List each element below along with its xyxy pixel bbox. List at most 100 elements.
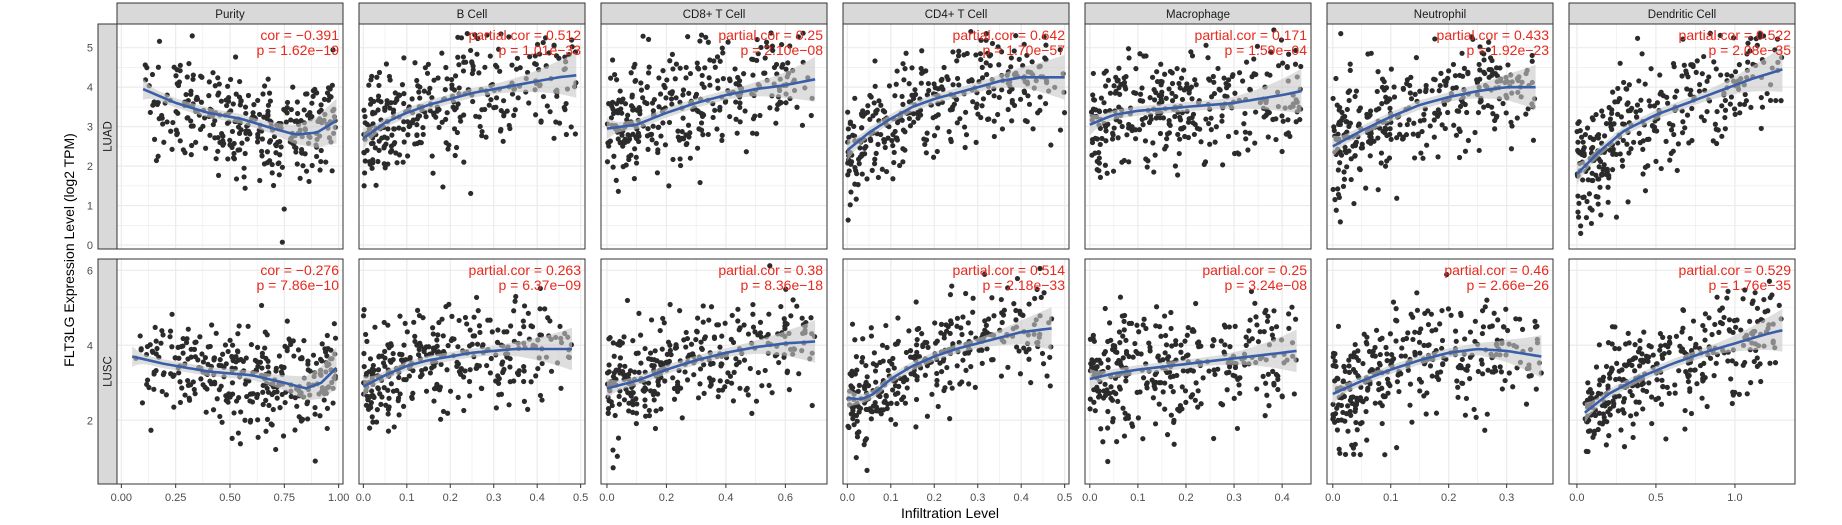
scatter-point <box>626 408 632 414</box>
scatter-point <box>217 357 223 363</box>
scatter-point <box>1408 96 1415 102</box>
scatter-point <box>447 388 454 394</box>
scatter-point <box>719 137 725 143</box>
scatter-point <box>1235 376 1241 382</box>
scatter-point <box>892 421 899 427</box>
scatter-point <box>369 73 375 79</box>
scatter-point <box>1232 364 1239 371</box>
scatter-point <box>180 335 186 342</box>
scatter-point <box>1664 384 1670 390</box>
scatter-point <box>260 91 266 97</box>
scatter-point <box>430 331 436 337</box>
scatter-point <box>1252 140 1258 146</box>
scatter-point <box>521 378 527 385</box>
scatter-point <box>239 140 245 146</box>
scatter-point <box>886 83 893 89</box>
scatter-point <box>774 106 780 112</box>
scatter-point <box>1674 88 1680 94</box>
scatter-point <box>310 93 316 99</box>
scatter-point <box>1591 136 1597 143</box>
scatter-point <box>1679 130 1686 136</box>
scatter-point <box>1494 73 1500 79</box>
scatter-point <box>1166 117 1172 124</box>
scatter-point <box>538 119 544 125</box>
scatter-point <box>741 71 747 77</box>
scatter-point <box>1178 75 1185 81</box>
scatter-point <box>966 78 972 84</box>
scatter-point <box>677 308 683 314</box>
scatter-point <box>1687 367 1694 373</box>
scatter-point <box>1190 120 1196 126</box>
scatter-point <box>707 57 713 63</box>
scatter-point <box>1391 94 1398 100</box>
scatter-point <box>1469 34 1475 40</box>
scatter-point <box>770 47 776 54</box>
scatter-point <box>1620 137 1626 144</box>
scatter-point <box>934 148 940 155</box>
scatter-point <box>1627 388 1633 395</box>
scatter-point <box>444 410 451 416</box>
scatter-point <box>1368 140 1374 146</box>
scatter-point <box>1129 423 1136 429</box>
scatter-point <box>674 379 681 385</box>
scatter-point <box>1689 62 1695 68</box>
scatter-point <box>754 57 760 64</box>
scatter-point <box>1163 95 1169 101</box>
scatter-point <box>768 30 774 36</box>
scatter-point <box>1711 373 1717 379</box>
scatter-point <box>288 106 294 113</box>
scatter-point <box>483 134 489 140</box>
scatter-point <box>1461 65 1467 71</box>
scatter-point <box>324 405 331 411</box>
scatter-point <box>1702 311 1708 317</box>
scatter-point <box>1687 386 1693 392</box>
row-strip-label: LUSC <box>103 356 115 387</box>
scatter-point <box>512 298 518 304</box>
scatter-point <box>852 337 858 343</box>
scatter-point <box>1459 50 1465 56</box>
scatter-point <box>370 419 376 425</box>
scatter-point <box>426 90 432 96</box>
scatter-point <box>197 334 203 340</box>
scatter-point <box>1208 115 1214 121</box>
scatter-point <box>388 359 394 365</box>
scatter-point <box>383 141 389 147</box>
scatter-point <box>701 390 707 396</box>
scatter-point <box>724 379 730 385</box>
scatter-point <box>785 60 791 66</box>
scatter-point <box>1108 395 1114 401</box>
scatter-point <box>1195 388 1201 394</box>
p-value-label: p = 1.70e−57 <box>982 42 1065 58</box>
scatter-point <box>1098 95 1104 101</box>
scatter-point <box>153 338 159 344</box>
scatter-point <box>525 310 531 316</box>
scatter-point <box>1666 349 1672 356</box>
scatter-point <box>863 406 869 413</box>
scatter-point <box>1492 364 1498 370</box>
smooth-trend-line <box>846 76 1065 152</box>
scatter-point <box>468 47 474 54</box>
scatter-point <box>180 350 186 356</box>
scatter-point <box>1121 312 1128 319</box>
column-strip-label: CD8+ T Cell <box>683 9 746 21</box>
scatter-point <box>150 349 156 355</box>
scatter-point <box>1008 55 1014 61</box>
scatter-point <box>487 317 493 323</box>
scatter-point <box>706 75 712 81</box>
scatter-point <box>1225 77 1232 83</box>
scatter-point <box>645 146 651 152</box>
scatter-point <box>1594 133 1600 139</box>
scatter-point <box>1209 343 1216 349</box>
scatter-point <box>703 34 709 40</box>
scatter-point <box>1640 138 1646 144</box>
scatter-point <box>304 91 310 97</box>
scatter-point <box>794 104 800 110</box>
scatter-point <box>677 65 683 71</box>
scatter-point <box>440 333 446 339</box>
scatter-point <box>965 320 971 326</box>
scatter-point <box>434 337 440 343</box>
scatter-point <box>947 416 953 422</box>
scatter-point <box>1342 144 1348 150</box>
scatter-point <box>430 170 436 176</box>
x-tick-label: 0.1 <box>883 492 898 504</box>
